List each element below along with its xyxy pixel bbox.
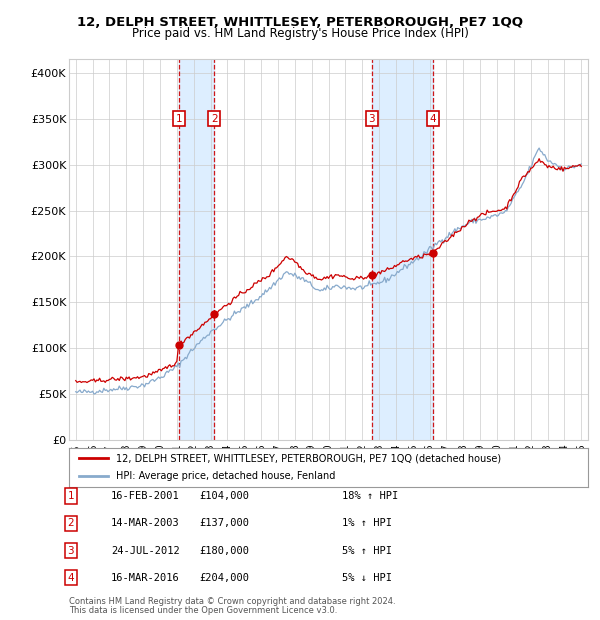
Text: 5% ↑ HPI: 5% ↑ HPI (342, 546, 392, 556)
Text: 1% ↑ HPI: 1% ↑ HPI (342, 518, 392, 528)
Text: 14-MAR-2003: 14-MAR-2003 (111, 518, 180, 528)
Text: 3: 3 (67, 546, 74, 556)
Text: 1: 1 (176, 113, 182, 123)
Text: £180,000: £180,000 (199, 546, 249, 556)
Text: £104,000: £104,000 (199, 491, 249, 501)
Text: 24-JUL-2012: 24-JUL-2012 (111, 546, 180, 556)
Text: Price paid vs. HM Land Registry's House Price Index (HPI): Price paid vs. HM Land Registry's House … (131, 27, 469, 40)
Text: 5% ↓ HPI: 5% ↓ HPI (342, 573, 392, 583)
Text: £137,000: £137,000 (199, 518, 249, 528)
Text: HPI: Average price, detached house, Fenland: HPI: Average price, detached house, Fenl… (116, 471, 335, 481)
Text: 16-MAR-2016: 16-MAR-2016 (111, 573, 180, 583)
Bar (179, 59, 214, 440)
Text: 12, DELPH STREET, WHITTLESEY, PETERBOROUGH, PE7 1QQ (detached house): 12, DELPH STREET, WHITTLESEY, PETERBOROU… (116, 453, 501, 463)
Text: 2: 2 (211, 113, 217, 123)
Text: 1: 1 (67, 491, 74, 501)
Text: 2: 2 (67, 518, 74, 528)
Text: This data is licensed under the Open Government Licence v3.0.: This data is licensed under the Open Gov… (69, 606, 337, 615)
Text: Contains HM Land Registry data © Crown copyright and database right 2024.: Contains HM Land Registry data © Crown c… (69, 597, 395, 606)
Text: 3: 3 (368, 113, 375, 123)
Text: 4: 4 (67, 573, 74, 583)
Text: 18% ↑ HPI: 18% ↑ HPI (342, 491, 398, 501)
Text: £204,000: £204,000 (199, 573, 249, 583)
Text: 16-FEB-2001: 16-FEB-2001 (111, 491, 180, 501)
Text: 12, DELPH STREET, WHITTLESEY, PETERBOROUGH, PE7 1QQ: 12, DELPH STREET, WHITTLESEY, PETERBOROU… (77, 16, 523, 29)
Bar (371, 59, 433, 440)
Text: 4: 4 (430, 113, 436, 123)
